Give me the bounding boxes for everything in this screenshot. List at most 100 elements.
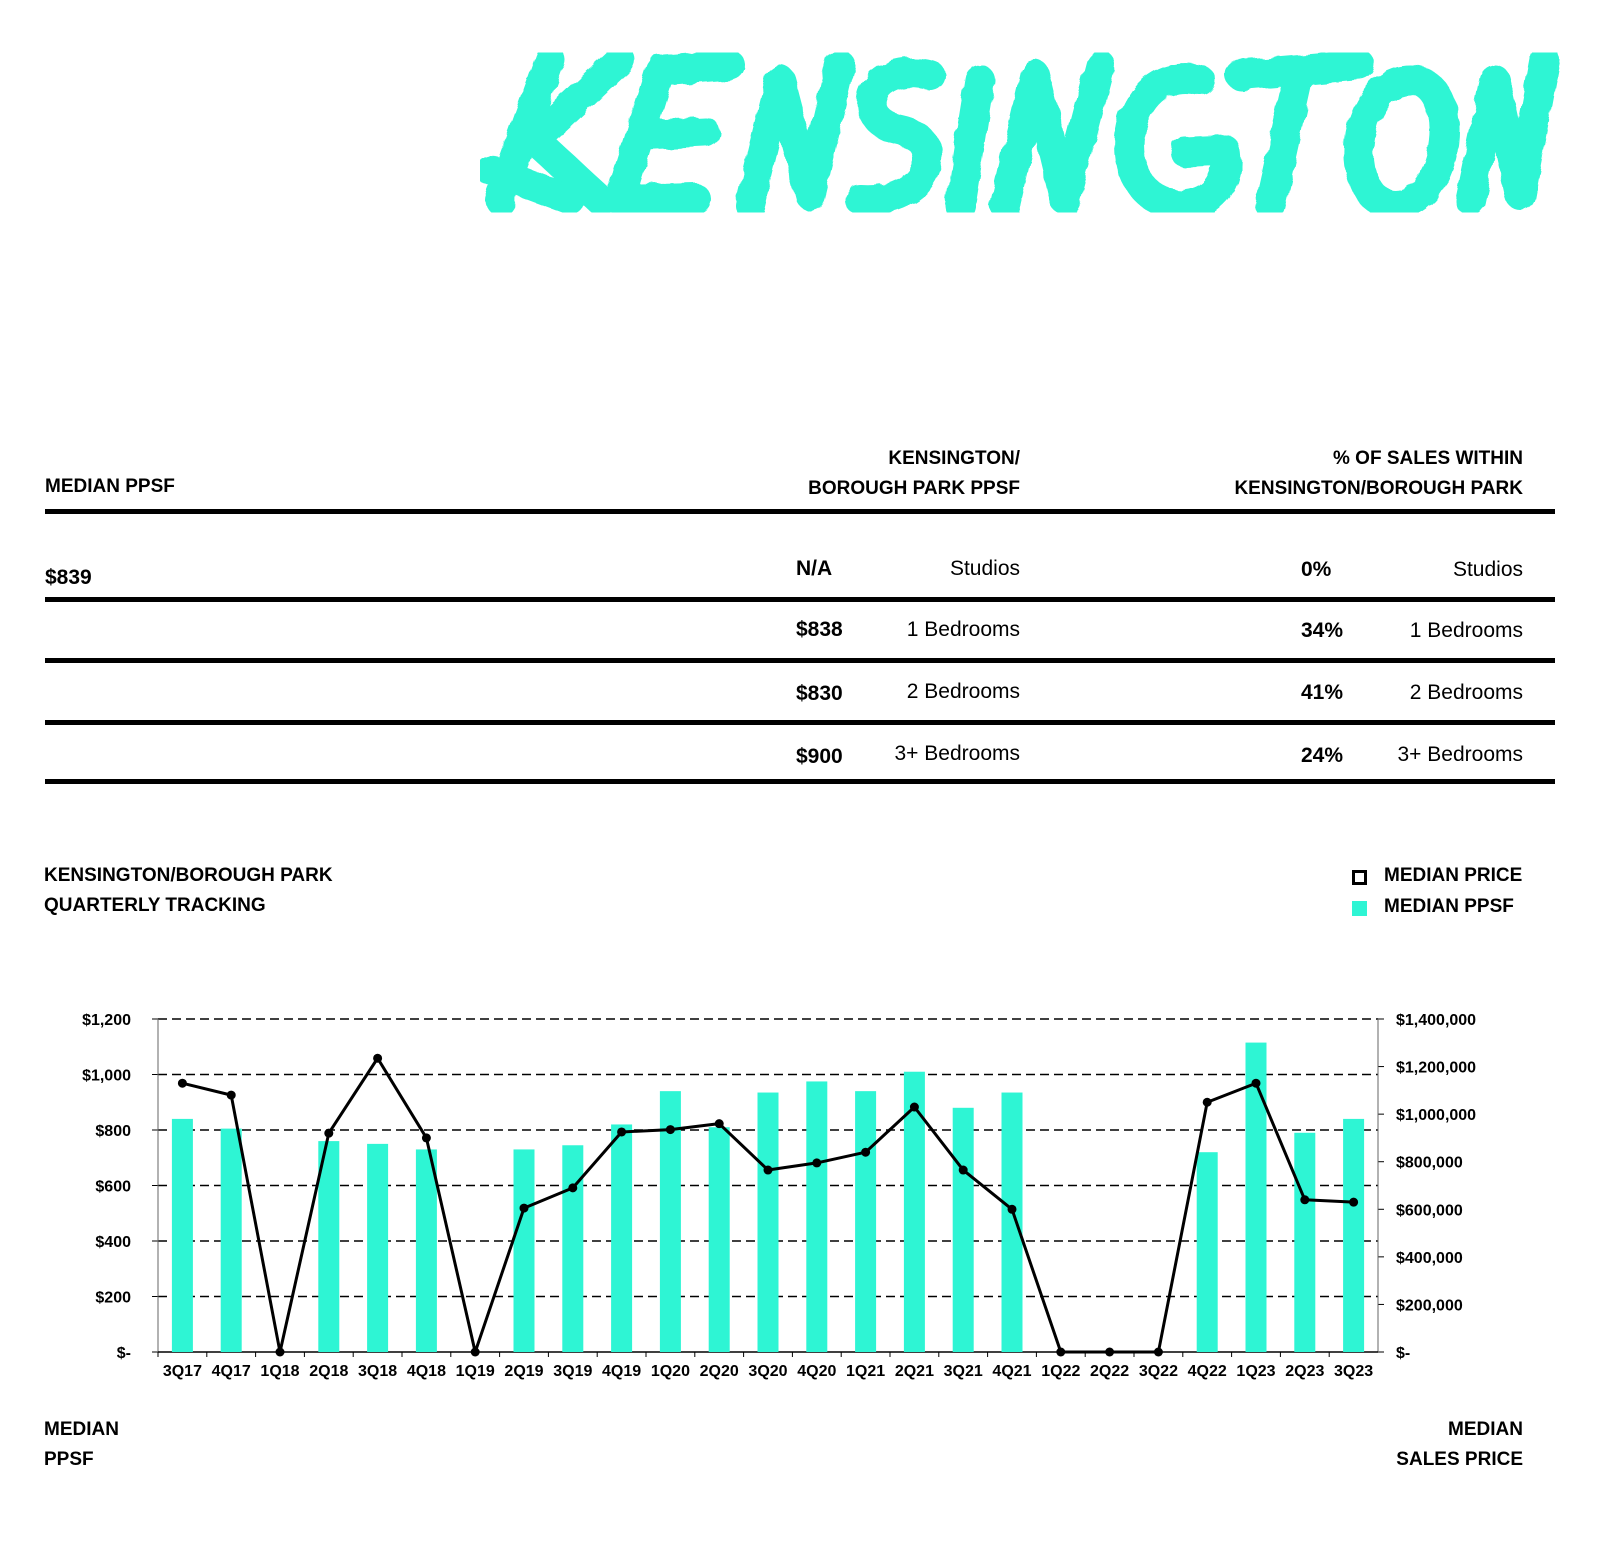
- x-tick-label: 4Q17: [212, 1363, 251, 1380]
- ppsf-bar: [806, 1081, 828, 1352]
- left-tick-label: $1,000: [82, 1068, 131, 1085]
- x-tick-label: 2Q20: [700, 1363, 739, 1380]
- x-tick-label: 3Q19: [553, 1363, 592, 1380]
- type-2-bedrooms: 2 Bedrooms: [906, 680, 1020, 703]
- x-tick-label: 3Q23: [1334, 1363, 1373, 1380]
- left-tick-label: $200: [95, 1290, 131, 1307]
- right-tick-label: $800,000: [1396, 1155, 1463, 1172]
- left-tick-label: $1,200: [82, 1012, 131, 1029]
- type2-3-bedrooms: 3+ Bedrooms: [1397, 743, 1524, 766]
- ppsf-bar: [659, 1091, 681, 1352]
- title-lettering: [475, 45, 1560, 220]
- table-top-rule: [45, 509, 1555, 514]
- neighborhood-ppsf-header-line2: BOROUGH PARK PPSF: [808, 478, 1020, 499]
- median-price-point: [177, 1078, 187, 1088]
- pct-3-bedrooms: 24%: [1301, 744, 1344, 767]
- median-price-point: [1251, 1078, 1261, 1088]
- x-tick-label: 1Q19: [456, 1363, 495, 1380]
- x-tick-label: 2Q18: [309, 1363, 348, 1380]
- x-tick-label: 1Q22: [1041, 1363, 1080, 1380]
- median-price-point: [519, 1203, 529, 1213]
- ppsf-bar: [1294, 1132, 1316, 1352]
- ppsf-bar: [1245, 1042, 1267, 1352]
- chart-title-line2: QUARTERLY TRACKING: [44, 895, 266, 916]
- left-axis-caption: MEDIAN PPSF: [44, 1415, 119, 1475]
- ppsf-bar: [1001, 1092, 1023, 1352]
- right-axis-caption-line2: SALES PRICE: [1396, 1449, 1523, 1470]
- x-tick-label: 3Q20: [748, 1363, 787, 1380]
- x-tick-label: 1Q20: [651, 1363, 690, 1380]
- median-price-point: [1349, 1197, 1359, 1207]
- median-price-point: [665, 1125, 675, 1135]
- x-tick-label: 4Q18: [407, 1363, 446, 1380]
- x-tick-label: 2Q19: [504, 1363, 543, 1380]
- ppsf-bar: [952, 1107, 974, 1352]
- median-price-point: [373, 1053, 383, 1063]
- ppsf-bar: [1196, 1152, 1218, 1352]
- left-axis-caption-line1: MEDIAN: [44, 1419, 119, 1440]
- left-axis-caption-line2: PPSF: [44, 1449, 94, 1470]
- median-price-point: [1202, 1097, 1212, 1107]
- median-price-point: [958, 1165, 968, 1175]
- ppsf-bar: [855, 1091, 877, 1352]
- x-tick-label: 2Q23: [1285, 1363, 1324, 1380]
- left-tick-label: $600: [95, 1179, 131, 1196]
- right-tick-label: $-: [1396, 1345, 1410, 1362]
- ppsf-bar: [903, 1071, 925, 1352]
- right-tick-label: $200,000: [1396, 1297, 1463, 1314]
- ppsf-bar: [562, 1145, 584, 1352]
- x-tick-label: 3Q21: [944, 1363, 983, 1380]
- right-tick-label: $400,000: [1396, 1250, 1463, 1267]
- right-tick-label: $1,400,000: [1396, 1012, 1476, 1029]
- table-row-rule: [45, 720, 1555, 725]
- ppsf-3-bedrooms: $900: [796, 745, 843, 768]
- median-price-point: [812, 1158, 822, 1168]
- pct-sales-header: % OF SALES WITHIN KENSINGTON/BOROUGH PAR…: [1180, 444, 1523, 504]
- x-tick-label: 3Q22: [1139, 1363, 1178, 1380]
- pct-2-bedrooms: 41%: [1301, 681, 1344, 704]
- ppsf-1-bedrooms: $838: [796, 618, 843, 641]
- type2-studios: Studios: [1452, 558, 1523, 581]
- legend-price-label: MEDIAN PRICE: [1384, 865, 1523, 886]
- right-axis-caption-line1: MEDIAN: [1448, 1419, 1523, 1440]
- median-price-point: [909, 1102, 919, 1112]
- table-row-rule: [45, 658, 1555, 663]
- ppsf-bar: [415, 1149, 437, 1352]
- ppsf-bar: [220, 1128, 242, 1352]
- ppsf-bar: [367, 1143, 389, 1352]
- brush-title-logo: [475, 20, 1560, 250]
- median-price-point: [763, 1165, 773, 1175]
- pct-sales-header-line2: KENSINGTON/BOROUGH PARK: [1234, 478, 1523, 499]
- median-price-point: [1056, 1347, 1066, 1357]
- table-bottom-rule: [45, 779, 1555, 784]
- x-tick-label: 3Q17: [163, 1363, 202, 1380]
- median-price-point: [1300, 1195, 1310, 1205]
- ppsf-bar: [513, 1149, 535, 1352]
- right-tick-label: $1,000,000: [1396, 1107, 1476, 1124]
- median-price-point: [421, 1133, 431, 1143]
- median-price-point: [714, 1119, 724, 1129]
- type-3-bedrooms: 3+ Bedrooms: [894, 742, 1021, 765]
- median-price-point: [568, 1183, 578, 1193]
- ppsf-bar: [611, 1124, 633, 1352]
- pct-sales-header-line1: % OF SALES WITHIN: [1333, 448, 1523, 469]
- median-ppsf-value: $839: [45, 566, 92, 589]
- ppsf-bar: [171, 1118, 193, 1352]
- pct-1-bedrooms: 34%: [1301, 619, 1344, 642]
- ppsf-studios: N/A: [796, 557, 833, 580]
- median-price-point: [1153, 1347, 1163, 1357]
- ppsf-bar: [708, 1127, 730, 1352]
- ppsf-bar: [318, 1141, 340, 1352]
- chart-title-line1: KENSINGTON/BOROUGH PARK: [44, 865, 333, 886]
- type2-2-bedrooms: 2 Bedrooms: [1409, 681, 1523, 704]
- x-tick-label: 4Q20: [797, 1363, 836, 1380]
- legend-price-swatch: [1352, 870, 1367, 885]
- left-tick-label: $-: [117, 1345, 131, 1362]
- median-price-point: [617, 1127, 627, 1137]
- neighborhood-ppsf-header: KENSINGTON/ BOROUGH PARK PPSF: [720, 444, 1020, 504]
- type2-1-bedrooms: 1 Bedrooms: [1409, 619, 1523, 642]
- neighborhood-ppsf-header-line1: KENSINGTON/: [888, 448, 1020, 469]
- median-ppsf-header: MEDIAN PPSF: [45, 476, 175, 497]
- ppsf-2-bedrooms: $830: [796, 682, 843, 705]
